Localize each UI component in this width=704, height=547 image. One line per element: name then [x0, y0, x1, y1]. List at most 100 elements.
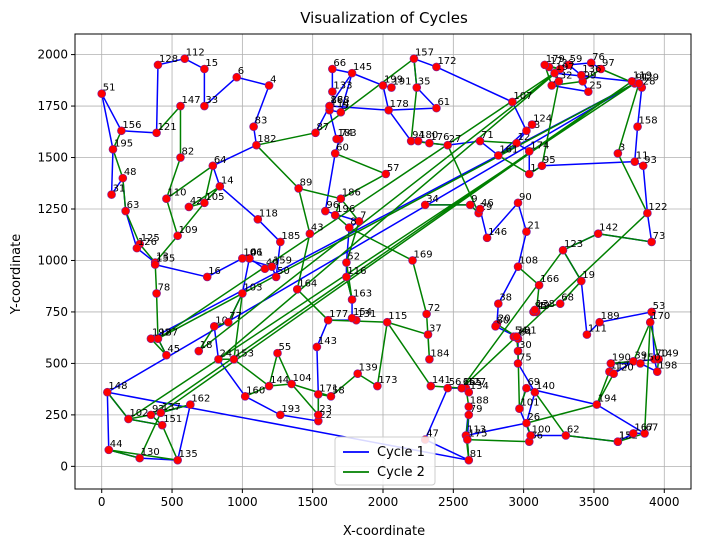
- node-label: 94: [412, 130, 425, 141]
- node-point: [513, 346, 523, 356]
- node-label: 162: [191, 394, 210, 405]
- node-label: 127: [467, 377, 486, 388]
- node-point: [584, 87, 593, 96]
- node-point: [465, 200, 475, 210]
- node-point: [494, 151, 503, 160]
- node-point: [524, 147, 534, 156]
- node-point: [152, 128, 161, 138]
- node-label: 172: [437, 56, 456, 67]
- node-point: [652, 367, 662, 376]
- node-label: 90: [519, 192, 532, 203]
- node-point: [457, 383, 467, 393]
- node-label: 178: [390, 99, 409, 110]
- node-label: 175: [468, 429, 487, 440]
- node-label: 118: [259, 208, 278, 219]
- node-label: 51: [103, 83, 116, 94]
- node-point: [577, 276, 586, 286]
- node-label: 68: [561, 293, 574, 304]
- node-point: [527, 120, 537, 129]
- node-label: 25: [589, 81, 602, 92]
- node-point: [173, 455, 182, 465]
- node-point: [325, 101, 334, 111]
- node-point: [555, 299, 565, 309]
- node-label: 99: [584, 70, 597, 81]
- node-label: 75: [519, 352, 532, 363]
- node-label: 148: [108, 381, 127, 392]
- node-label: 193: [281, 404, 300, 415]
- node-label: 82: [181, 147, 194, 158]
- node-point: [412, 83, 422, 92]
- node-point: [273, 348, 282, 358]
- y-tick-label: 1250: [37, 202, 68, 216]
- node-point: [336, 107, 346, 117]
- y-tick-label: 750: [45, 305, 68, 319]
- node-label: 14: [221, 175, 234, 186]
- node-label: 139: [359, 363, 378, 374]
- node-label: 165: [463, 377, 482, 388]
- node-point: [423, 330, 433, 339]
- node-label: 132: [619, 431, 638, 442]
- node-label: 194: [598, 394, 617, 405]
- node-point: [118, 173, 128, 183]
- node-label: 6: [238, 66, 244, 77]
- node-point: [558, 245, 568, 255]
- node-label: 180: [419, 130, 438, 141]
- node-point: [240, 392, 250, 401]
- node-point: [522, 227, 531, 236]
- node-label: 112: [186, 48, 205, 59]
- x-tick-label: 3500: [579, 495, 610, 509]
- node-label: 184: [430, 348, 449, 359]
- node-label: 85: [534, 301, 547, 312]
- node-label: 107: [513, 91, 532, 102]
- node-point: [132, 243, 142, 253]
- node-label: 120: [615, 363, 634, 374]
- node-label: 45: [167, 344, 180, 355]
- node-label: 135: [179, 449, 198, 460]
- node-point: [107, 190, 116, 199]
- x-tick-label: 2000: [368, 495, 399, 509]
- node-point: [582, 330, 592, 339]
- node-label: 84: [519, 328, 532, 339]
- node-point: [311, 128, 320, 138]
- node-point: [354, 217, 364, 226]
- node-label: 60: [336, 142, 349, 153]
- node-label: 53: [653, 301, 666, 312]
- x-tick-label: 1500: [297, 495, 328, 509]
- node-point: [512, 332, 521, 341]
- node-label: 158: [639, 116, 658, 127]
- node-point: [526, 431, 535, 440]
- node-label: 1: [530, 163, 536, 174]
- node-point: [200, 64, 209, 74]
- node-point: [97, 89, 107, 99]
- node-label: 117: [610, 361, 629, 372]
- node-point: [530, 387, 540, 397]
- node-point: [629, 429, 638, 438]
- node-label: 29: [480, 202, 493, 213]
- node-point: [342, 272, 351, 282]
- legend-box: [334, 436, 436, 486]
- node-point: [108, 144, 118, 154]
- node-label: 173: [378, 375, 397, 386]
- node-point: [146, 334, 156, 344]
- node-point: [384, 105, 393, 115]
- node-point: [592, 400, 602, 409]
- node-label: 159: [273, 256, 292, 267]
- node-label: 131: [357, 309, 376, 320]
- node-label: 62: [567, 424, 580, 435]
- node-point: [294, 184, 303, 193]
- node-label: 76: [592, 52, 605, 63]
- node-label: 33: [205, 95, 218, 106]
- node-point: [512, 138, 521, 148]
- node-label: 59: [570, 54, 583, 65]
- node-label: 30: [519, 340, 532, 351]
- x-tick-label: 3000: [508, 495, 539, 509]
- node-label: 195: [114, 138, 133, 149]
- node-label: 122: [648, 202, 667, 213]
- node-point: [326, 392, 336, 401]
- node-point: [253, 214, 263, 224]
- node-point: [387, 83, 396, 92]
- node-label: 144: [270, 375, 289, 386]
- node-label: 149: [660, 348, 679, 359]
- node-label: 69: [527, 377, 540, 388]
- node-label: 65: [463, 377, 476, 388]
